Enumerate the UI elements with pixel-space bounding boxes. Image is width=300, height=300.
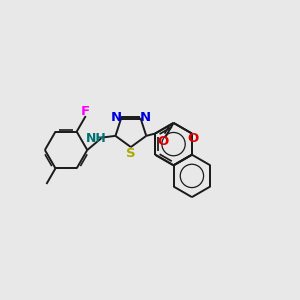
Text: NH: NH bbox=[86, 132, 107, 145]
Text: F: F bbox=[81, 105, 90, 118]
Text: O: O bbox=[187, 132, 198, 145]
Text: O: O bbox=[158, 135, 169, 148]
Text: N: N bbox=[140, 111, 151, 124]
Text: S: S bbox=[126, 147, 136, 160]
Text: N: N bbox=[111, 111, 122, 124]
